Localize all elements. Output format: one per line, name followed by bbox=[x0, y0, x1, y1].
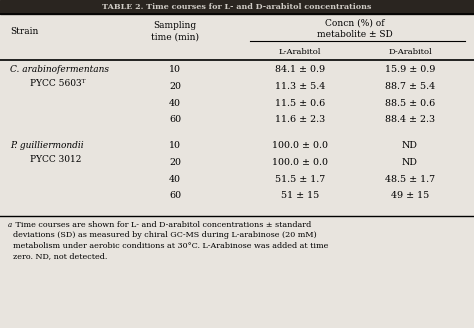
Text: 11.3 ± 5.4: 11.3 ± 5.4 bbox=[275, 82, 325, 91]
Text: 84.1 ± 0.9: 84.1 ± 0.9 bbox=[275, 66, 325, 74]
Text: PYCC 3012: PYCC 3012 bbox=[30, 155, 82, 164]
Text: L-Arabitol: L-Arabitol bbox=[279, 48, 321, 56]
Text: 49 ± 15: 49 ± 15 bbox=[391, 191, 429, 200]
Text: 11.5 ± 0.6: 11.5 ± 0.6 bbox=[275, 98, 325, 108]
Text: 88.4 ± 2.3: 88.4 ± 2.3 bbox=[385, 115, 435, 124]
Text: D-Arabitol: D-Arabitol bbox=[388, 48, 432, 56]
Text: 48.5 ± 1.7: 48.5 ± 1.7 bbox=[385, 174, 435, 183]
Text: 100.0 ± 0.0: 100.0 ± 0.0 bbox=[272, 141, 328, 151]
Text: 20: 20 bbox=[169, 158, 181, 167]
Text: PYCC 5603ᵀ: PYCC 5603ᵀ bbox=[30, 79, 85, 88]
Text: a: a bbox=[8, 221, 12, 229]
Text: P. guilliermondii: P. guilliermondii bbox=[10, 141, 83, 151]
Text: ND: ND bbox=[402, 158, 418, 167]
Text: 88.7 ± 5.4: 88.7 ± 5.4 bbox=[385, 82, 435, 91]
Text: 10: 10 bbox=[169, 66, 181, 74]
Text: 51 ± 15: 51 ± 15 bbox=[281, 191, 319, 200]
Text: ND: ND bbox=[402, 141, 418, 151]
Text: 20: 20 bbox=[169, 82, 181, 91]
Text: 10: 10 bbox=[169, 141, 181, 151]
Text: 51.5 ± 1.7: 51.5 ± 1.7 bbox=[275, 174, 325, 183]
Text: C. arabinofermentans: C. arabinofermentans bbox=[10, 66, 109, 74]
Text: 60: 60 bbox=[169, 115, 181, 124]
Text: 15.9 ± 0.9: 15.9 ± 0.9 bbox=[385, 66, 435, 74]
Text: 40: 40 bbox=[169, 174, 181, 183]
Bar bbox=[0, 0, 474, 14]
Text: 100.0 ± 0.0: 100.0 ± 0.0 bbox=[272, 158, 328, 167]
Text: Sampling
time (min): Sampling time (min) bbox=[151, 21, 199, 41]
Text: Time courses are shown for L- and D-arabitol concentrations ± standard
deviation: Time courses are shown for L- and D-arab… bbox=[13, 221, 328, 260]
Text: 40: 40 bbox=[169, 98, 181, 108]
Text: 88.5 ± 0.6: 88.5 ± 0.6 bbox=[385, 98, 435, 108]
Text: TABLE 2. Time courses for L- and D-arabitol concentrations: TABLE 2. Time courses for L- and D-arabi… bbox=[102, 3, 372, 11]
Text: Strain: Strain bbox=[10, 27, 38, 35]
Text: Concn (%) of
metabolite ± SD: Concn (%) of metabolite ± SD bbox=[317, 19, 393, 39]
Text: 11.6 ± 2.3: 11.6 ± 2.3 bbox=[275, 115, 325, 124]
Text: 60: 60 bbox=[169, 191, 181, 200]
